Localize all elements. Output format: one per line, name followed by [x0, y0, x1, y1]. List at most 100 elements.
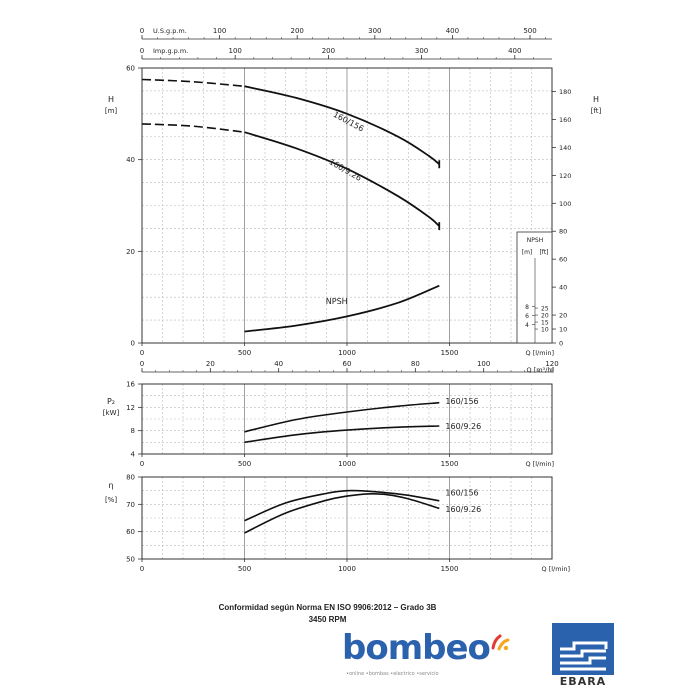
secondary-axis-tick-label: 200: [322, 47, 335, 55]
x-axis-tick-label: 0: [140, 565, 144, 573]
efficiency-curve-160/9.26: [244, 493, 440, 534]
ebara-logo: EBARA: [552, 623, 614, 688]
conformity-text: Conformidad según Norma EN ISO 9906:2012…: [218, 603, 437, 612]
m3h-axis-tick-label: 0: [140, 360, 144, 368]
y-axis-tick-label: 0: [131, 340, 135, 348]
efficiency-curve-160/156: [244, 489, 440, 522]
y-axis-tick-label: 8: [131, 427, 135, 435]
npsh-tick-m-label: 4: [525, 322, 529, 329]
y-axis-unit: [%]: [105, 496, 117, 504]
efficiency-label-160-156: 160/156: [445, 489, 478, 498]
secondary-axis-tick-label: 300: [415, 47, 428, 55]
curve-dashed-160/9.26: [141, 123, 245, 133]
y-axis-tick-label: 40: [126, 156, 135, 164]
y-right-unit: [ft]: [591, 107, 602, 115]
x-axis-tick-label: 1500: [441, 349, 459, 357]
y-axis-unit: [kW]: [103, 409, 120, 417]
npsh-scale-unit-m: [m]: [522, 249, 533, 256]
npsh-scale-title: NPSH: [527, 237, 543, 244]
curve-160/156: [244, 85, 440, 166]
conformity-note: Conformidad según Norma EN ISO 9906:2012…: [0, 602, 700, 626]
y-axis-tick-label: 20: [126, 248, 135, 256]
npsh-tick-ft-label: 20: [541, 313, 549, 320]
power-label-160-9-26: 160/9.26: [445, 422, 481, 431]
rpm-text: 3450 RPM: [308, 615, 347, 624]
x-axis-tick-label: 0: [140, 349, 144, 357]
m3h-axis-label: Q [m³/h]: [526, 366, 554, 374]
m3h-axis-tick-label: 40: [274, 360, 283, 368]
secondary-axis-tick-label: 100: [213, 27, 226, 35]
m3h-axis-tick-label: 20: [206, 360, 215, 368]
y-right-tick-label: 10: [559, 326, 567, 334]
npsh-scale-unit-ft: [ft]: [539, 249, 548, 256]
secondary-axis-tick-label: 0: [140, 47, 144, 55]
y-axis-tick-label: 4: [131, 451, 136, 459]
y-right-tick-label: 60: [559, 256, 567, 264]
bombeo-logo: bombeo •online •bombas •electrico •servi…: [342, 628, 512, 688]
power-label-160-156: 160/156: [445, 397, 478, 406]
m3h-axis-tick-label: 100: [477, 360, 490, 368]
x-axis-tick-label: 500: [238, 460, 251, 468]
curve-NPSH: [244, 284, 440, 333]
secondary-axis-tick-label: 300: [368, 27, 381, 35]
npsh-tick-ft-label: 10: [541, 327, 549, 334]
y-right-tick-label: 0: [559, 340, 563, 348]
x-axis-tick-label: 1500: [441, 460, 459, 468]
y-axis-tick-label: 16: [126, 381, 135, 389]
y-right-tick-label: 20: [559, 312, 567, 320]
secondary-axis-label: U.S.g.p.m.: [153, 27, 187, 35]
m3h-axis-tick-label: 120: [545, 360, 558, 368]
y-right-tick-label: 40: [559, 284, 567, 292]
wave-icon: [560, 641, 608, 671]
npsh-tick-m-label: 6: [525, 313, 529, 320]
secondary-axis-tick-label: 200: [291, 27, 304, 35]
secondary-axis-tick-label: 400: [508, 47, 521, 55]
y-axis-tick-label: 12: [126, 404, 135, 412]
x-axis-label: Q [l/min]: [541, 565, 570, 573]
secondary-axis-tick-label: 500: [523, 27, 536, 35]
npsh-tick-ft-label: 25: [541, 306, 549, 313]
y-right-tick-label: 100: [559, 200, 571, 208]
x-axis-label: Q [l/min]: [525, 349, 554, 357]
x-axis-label: Q [l/min]: [525, 460, 554, 468]
secondary-axis-tick-label: 100: [229, 47, 242, 55]
curve-160/9.26: [244, 131, 440, 227]
x-axis-tick-label: 500: [238, 565, 251, 573]
y-axis-unit: [m]: [105, 107, 118, 115]
m3h-axis-tick-label: 60: [343, 360, 352, 368]
y-right-tick-label: 120: [559, 172, 571, 180]
y-right-tick-label: 140: [559, 144, 571, 152]
x-axis-tick-label: 1000: [338, 460, 356, 468]
ebara-wordmark: EBARA: [559, 675, 607, 688]
y-right-label: H: [593, 95, 599, 104]
x-axis-tick-label: 1000: [338, 565, 356, 573]
y-axis-tick-label: 60: [126, 528, 135, 536]
secondary-axis-tick-label: 0: [140, 27, 144, 35]
y-axis-label: η: [108, 481, 113, 490]
x-axis-tick-label: 1000: [338, 349, 356, 357]
bombeo-tagline: •online •bombas •electrico •servicio: [346, 671, 439, 677]
y-axis-tick-label: 70: [126, 501, 135, 509]
y-axis-tick-label: 80: [126, 474, 135, 482]
curve-label-160-9-26: 160/9.26: [328, 157, 363, 183]
y-right-tick-label: 80: [559, 228, 567, 236]
m3h-axis-tick-label: 80: [411, 360, 420, 368]
secondary-axis-tick-label: 400: [446, 27, 459, 35]
efficiency-label-160-9-26: 160/9.26: [445, 505, 481, 514]
x-axis-tick-label: 1500: [441, 565, 459, 573]
y-axis-tick-label: 50: [126, 556, 135, 564]
y-right-tick-label: 160: [559, 116, 571, 124]
curve-label-npsh: NPSH: [326, 297, 348, 306]
y-right-tick-label: 180: [559, 88, 571, 96]
npsh-tick-ft-label: 15: [541, 320, 549, 327]
ebara-emblem: [552, 623, 614, 675]
power-curve-160/156: [244, 401, 440, 433]
secondary-axis-label: Imp.g.p.m.: [153, 47, 188, 55]
y-axis-tick-label: 60: [126, 65, 135, 73]
water-drops-icon: [491, 634, 510, 651]
bombeo-wordmark: bombeo: [342, 628, 491, 668]
npsh-tick-m-label: 8: [525, 304, 529, 311]
y-axis-label: H: [108, 95, 114, 104]
y-axis-label: P₂: [107, 397, 115, 406]
